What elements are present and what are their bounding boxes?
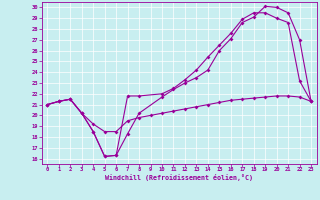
X-axis label: Windchill (Refroidissement éolien,°C): Windchill (Refroidissement éolien,°C) [105,174,253,181]
